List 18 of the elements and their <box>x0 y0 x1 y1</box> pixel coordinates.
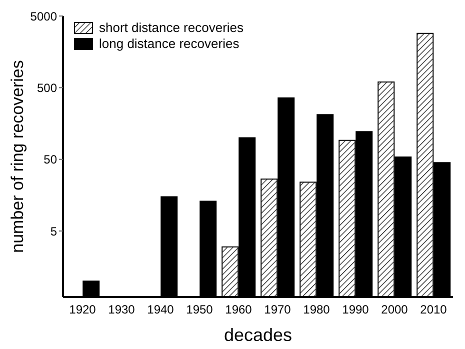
y-tick-label: 5000 <box>30 9 58 24</box>
y-tick-label: 5 <box>50 224 58 238</box>
y-axis-title: number of ring recoveries <box>8 60 28 253</box>
y-tick-label: 50 <box>44 152 58 167</box>
x-tick-label: 1990 <box>342 302 370 317</box>
x-tick-label: 2000 <box>381 302 408 317</box>
legend-label: long distance recoveries <box>99 36 240 52</box>
legend-label: short distance recoveries <box>99 20 244 36</box>
x-axis-title: decades <box>224 325 292 345</box>
x-tick-label: 2010 <box>420 302 448 317</box>
x-tick-label: 1940 <box>147 302 174 317</box>
x-tick-label: 1980 <box>303 302 330 317</box>
x-tick-label: 1930 <box>108 302 136 317</box>
x-tick-label: 1920 <box>69 302 96 317</box>
x-tick-label: 1950 <box>186 302 214 317</box>
x-tick-label: 1970 <box>264 302 292 317</box>
y-tick-label: 500 <box>36 80 58 95</box>
x-tick-label: 1960 <box>225 302 252 317</box>
